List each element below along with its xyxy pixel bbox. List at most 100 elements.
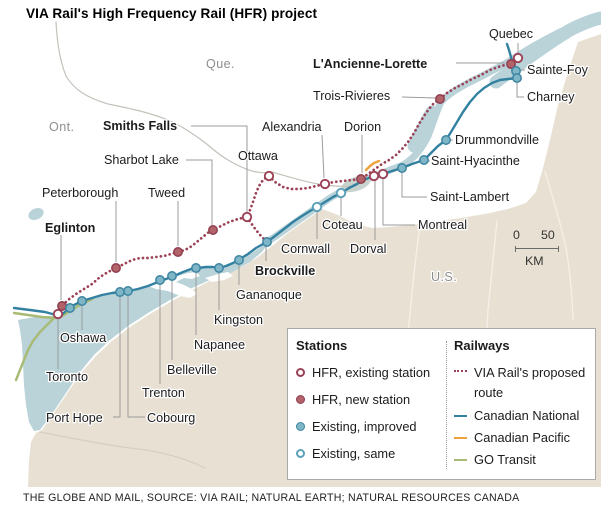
station-label-trenton: Trenton [142,386,185,400]
station-dot-toronto [52,308,64,320]
legend-item-label: HFR, existing station [312,364,431,380]
station-label-cornwall: Cornwall [281,242,330,256]
legend-item-hfr-new: HFR, new station [296,390,444,408]
station-label-gananoque: Gananoque [236,288,302,302]
leader-alexandria [321,134,325,179]
station-dot-cornwall [311,201,323,213]
hfr-new-station-icon [296,394,305,404]
station-label-charney: Charney [527,90,575,104]
legend-stations-column: Stations HFR, existing station HFR, new … [296,338,444,471]
station-label-dorval: Dorval [350,242,386,256]
station-label-coteau: Coteau [322,218,363,232]
station-label-cobourg: Cobourg [147,411,195,425]
station-dot-belleville [167,271,177,281]
station-dot-charney [512,73,522,83]
station-label-l-ancienne-lorette: L'Ancienne-Lorette [313,57,427,71]
legend-item-label: GO Transit [474,452,536,468]
station-label-saint-lambert: Saint-Lambert [430,190,510,204]
station-label-napanee: Napanee [194,338,245,352]
station-label-brockville: Brockville [255,264,315,278]
station-label-sharbot-lake: Sharbot Lake [104,153,179,167]
leader-sharbot-lake [186,159,213,225]
station-label-peterborough: Peterborough [42,186,118,200]
scale-bar-unit: KM [525,254,544,268]
station-label-toronto: Toronto [46,370,88,384]
station-label-tweed: Tweed [148,186,185,200]
station-dot-oshawa [77,296,87,306]
station-label-oshawa: Oshawa [60,331,106,345]
station-dot-dorval [368,170,380,182]
region-label-u-s: U.S. [431,270,457,284]
station-label-belleville: Belleville [167,363,217,377]
station-dot-trenton [155,275,165,285]
station-label-sainte-foy: Sainte-Foy [527,63,589,77]
scale-bar-line [515,246,559,252]
station-dot-peterborough [111,263,121,273]
legend-item-label: Existing, same [312,445,396,461]
region-label-que: Que. [206,57,235,71]
station-dot-sharbot-lake [208,225,218,235]
legend-item-label: Existing, improved [312,418,417,434]
leader-port-hope [113,296,121,418]
lac-st-pierre [407,105,439,153]
route-proposed [56,56,520,315]
station-dot-unlabeled [65,303,75,313]
go-transit-line-icon [454,458,467,461]
legend-item-label: Canadian Pacific [474,430,571,446]
station-label-alexandria: Alexandria [262,120,322,134]
station-label-dorion: Dorion [344,120,381,134]
legend-item-canadian-national: Canadian National [454,408,592,424]
region-label-ont: Ont. [49,120,74,134]
station-dot-gananoque [234,255,244,265]
legend-item-label: VIA Rail's proposed route [474,365,586,400]
station-label-port-hope: Port Hope [46,411,103,425]
legend-item-proposed-route: VIA Rail's proposed route [454,363,592,403]
station-dot-dorion [356,174,366,184]
station-dot-saint-hyacinthe [419,155,429,165]
legend-item-go-transit: GO Transit [454,452,592,468]
scale-bar-end: 50 [541,228,555,242]
station-dot-quebec [512,52,524,64]
leader-cobourg [127,295,145,418]
station-dot-cobourg [123,286,133,296]
legend-railways-title: Railways [454,338,510,353]
station-dot-eglinton [57,301,67,311]
station-dot-alexandria [319,178,331,190]
canadian-national-line-icon [454,414,467,417]
us-shore-line [39,431,206,469]
station-label-saint-hyacinthe: Saint-Hyacinthe [431,154,520,168]
scale-bar-start: 0 [513,228,520,242]
small-lake [28,207,44,221]
station-dot-trois-rivieres [435,94,445,104]
station-label-eglinton: Eglinton [45,221,95,235]
leader-smiths-falls [191,125,248,212]
canadian-pacific-line-icon [454,436,467,439]
legend-item-hfr-existing: HFR, existing station [296,363,444,381]
leader-charney [516,83,524,98]
legend: Stations HFR, existing station HFR, new … [287,328,596,480]
leader-trois-rivieres [401,96,437,99]
attribution: THE GLOBE AND MAIL, SOURCE: VIA RAIL; NA… [23,492,520,504]
station-dot-tweed [173,247,183,257]
legend-railways-column: Railways VIA Rail's proposed route Canad… [454,338,592,474]
hfr-existing-station-icon [296,367,305,377]
leader-montreal [382,179,415,226]
station-dot-brockville [262,237,272,247]
graphic-title: VIA Rail's High Frequency Rail (HFR) pro… [26,6,318,21]
legend-item-existing-same: Existing, same [296,444,444,462]
legend-item-canadian-pacific: Canadian Pacific [454,430,592,446]
station-label-ottawa: Ottawa [238,149,278,163]
station-dot-l-ancienne-lorette [506,59,516,69]
station-dot-drummondville [441,135,451,145]
existing-same-station-icon [296,448,305,458]
station-dot-coteau [335,187,347,199]
station-dot-smiths-falls [241,211,253,223]
legend-item-label: Canadian National [474,408,580,424]
station-dot-kingston [214,263,224,273]
leader-saint-lambert [401,172,427,198]
prince-edward-county [148,272,200,298]
station-label-smiths-falls: Smiths Falls [103,119,177,133]
station-dot-port-hope [115,287,125,297]
proposed-route-line-icon [454,370,467,372]
